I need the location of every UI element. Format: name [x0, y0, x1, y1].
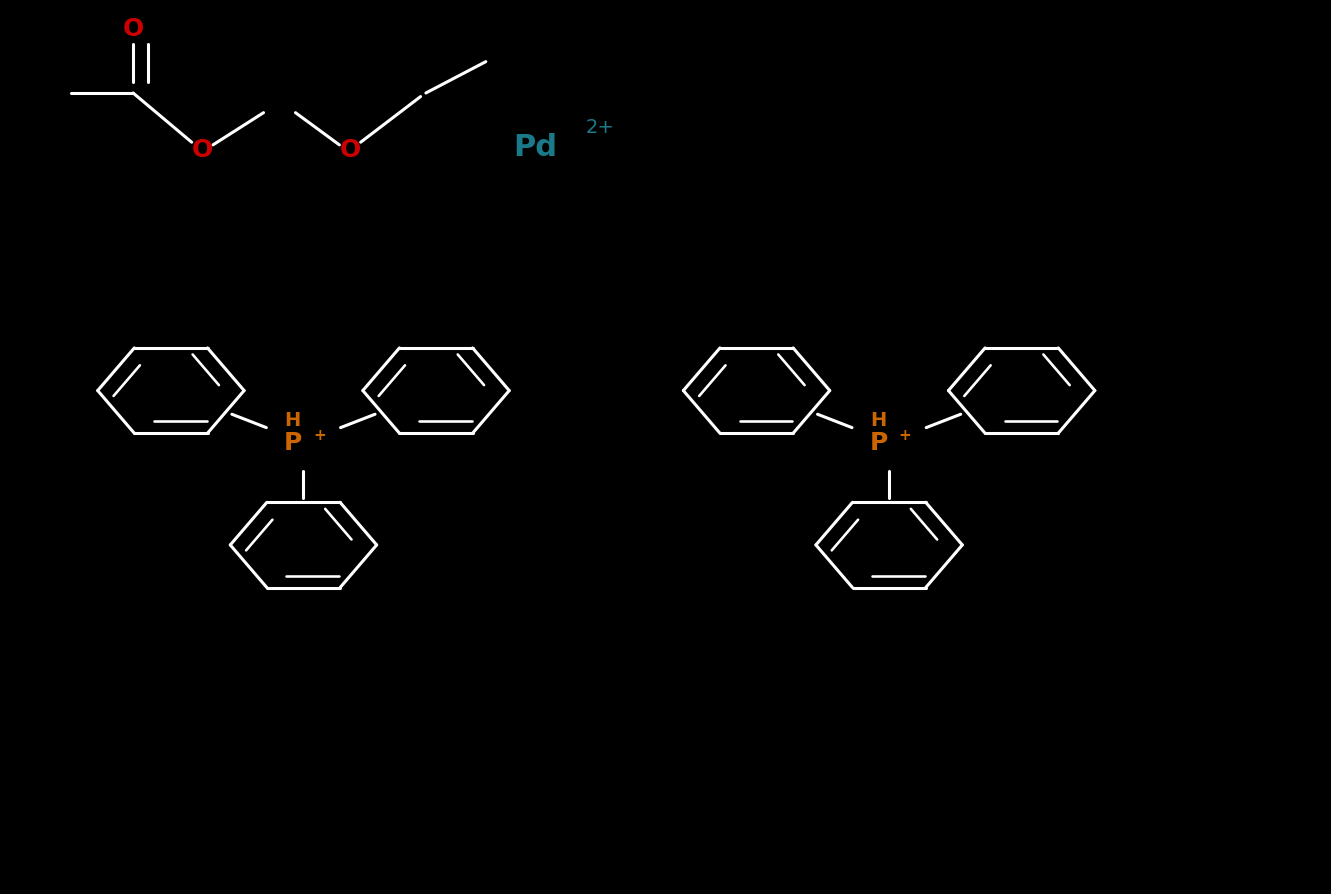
Text: +: + — [313, 428, 326, 443]
Text: O: O — [122, 17, 144, 40]
Text: P: P — [869, 431, 888, 454]
Text: O: O — [339, 139, 361, 162]
Text: 2+: 2+ — [586, 118, 615, 138]
Text: H: H — [870, 410, 886, 430]
Text: Pd: Pd — [512, 133, 558, 162]
Text: P: P — [284, 431, 302, 454]
Text: H: H — [285, 410, 301, 430]
Text: +: + — [898, 428, 912, 443]
Text: O: O — [192, 139, 213, 162]
